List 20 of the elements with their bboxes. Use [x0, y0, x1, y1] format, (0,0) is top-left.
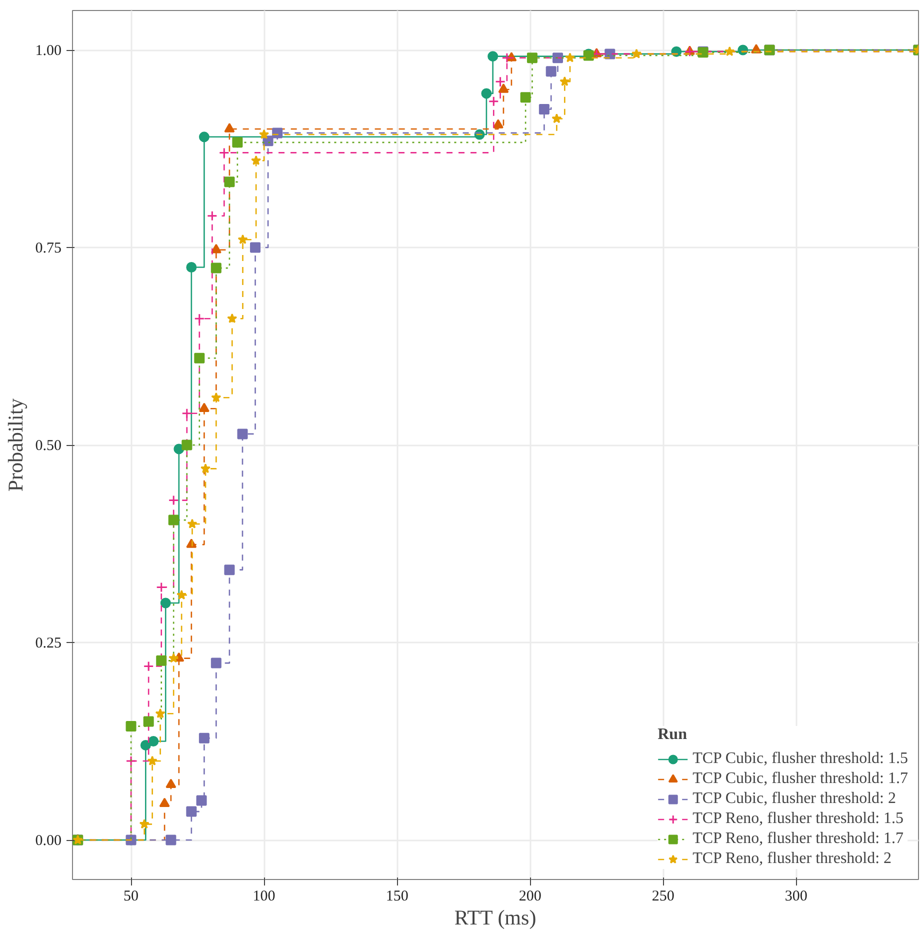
legend-label: TCP Reno, flusher threshold: 1.5: [692, 810, 904, 828]
legend-label: TCP Reno, flusher threshold: 2: [692, 850, 892, 868]
x-tick-label: 300: [784, 888, 808, 904]
x-tick-label: 50: [124, 888, 139, 904]
x-tick-label: 250: [652, 888, 674, 904]
x-tick-label: 100: [252, 888, 276, 904]
legend-label: TCP Reno, flusher threshold: 1.7: [692, 830, 904, 848]
x-axis-title: RTT (ms): [454, 906, 536, 930]
legend-title: Run: [658, 726, 688, 744]
x-tick-label: 200: [518, 888, 542, 904]
y-axis-title: Probability: [3, 398, 28, 492]
legend-label: TCP Cubic, flusher threshold: 2: [692, 790, 896, 808]
x-tick-label: 150: [386, 888, 408, 904]
y-tick-label: 0.25: [35, 636, 62, 652]
legend-label: TCP Cubic, flusher threshold: 1.5: [692, 750, 908, 768]
legend-label: TCP Cubic, flusher threshold: 1.7: [692, 770, 908, 788]
y-tick-label: 0.50: [35, 438, 62, 454]
y-tick-label: 1.00: [35, 43, 62, 59]
y-tick-label: 0.75: [35, 240, 62, 256]
y-tick-label: 0.00: [35, 833, 62, 849]
